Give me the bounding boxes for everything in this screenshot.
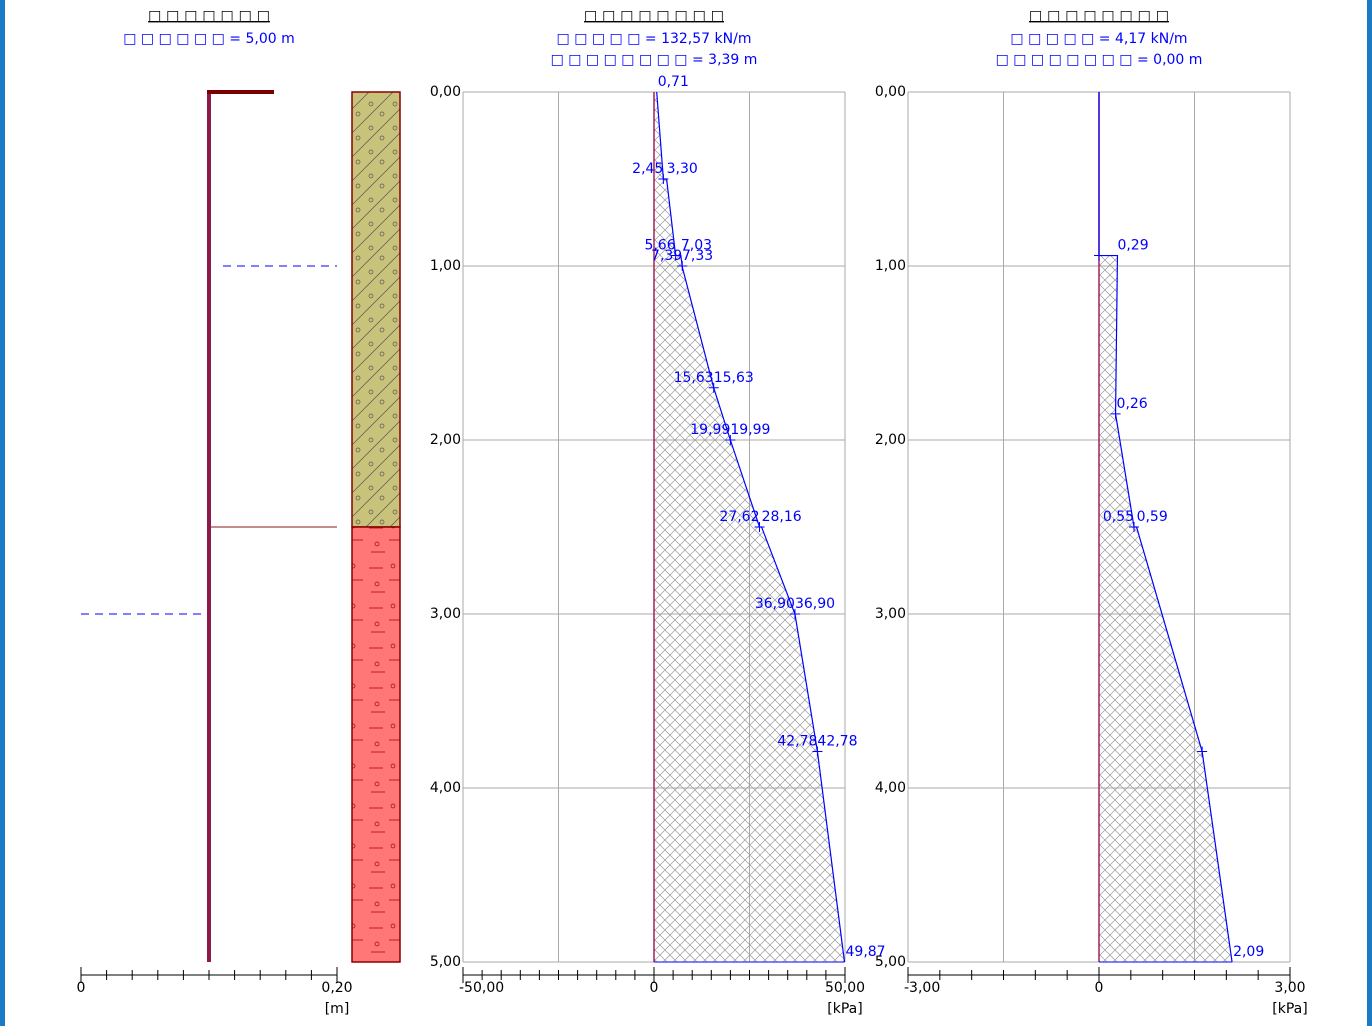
y-tick-label: 5,00 [875, 954, 906, 970]
value-label: 2,45 [632, 161, 663, 177]
panel-subtitle: □ □ □ □ □ = 132,57 kN/m [557, 31, 752, 47]
value-label: 7,33 [682, 248, 713, 264]
x-tick-label: 50,00 [825, 980, 865, 996]
value-label: 15,63 [714, 370, 754, 386]
y-tick-label: 0,00 [430, 84, 461, 100]
x-unit: [m] [325, 1001, 350, 1017]
soil-layer [351, 526, 401, 963]
value-label: 49,87 [846, 944, 886, 960]
x-unit: [kPa] [1272, 1001, 1307, 1017]
vertex-marker [708, 382, 719, 393]
value-label: 0,59 [1137, 509, 1168, 525]
y-tick-label: 2,00 [430, 432, 461, 448]
value-label: 36,90 [755, 596, 795, 612]
panel-title: □ □ □ □ □ □ □ □ [1029, 8, 1169, 24]
x-unit: [kPa] [827, 1001, 862, 1017]
y-tick-label: 1,00 [875, 258, 906, 274]
value-label: 5,66 [644, 238, 675, 254]
value-label: 19,99 [730, 422, 770, 438]
y-tick-label: 4,00 [430, 780, 461, 796]
value-label: 27,62 [719, 509, 759, 525]
soil-layer [351, 91, 401, 528]
vertex-marker [1129, 522, 1140, 532]
value-label: 0,26 [1117, 396, 1148, 412]
vertex-marker [1094, 250, 1104, 261]
vertex-marker [789, 609, 800, 619]
y-tick-label: 2,00 [875, 432, 906, 448]
pressure-area [1099, 92, 1233, 962]
vertex-marker [658, 174, 669, 184]
x-tick-label: -3,00 [904, 980, 940, 996]
value-label: 15,63 [674, 370, 714, 386]
vertex-marker [1110, 408, 1121, 419]
x-tick-label: 3,00 [1274, 980, 1305, 996]
x-tick-label: 0 [1095, 980, 1104, 996]
value-label: 0,55 [1103, 509, 1134, 525]
value-label: 3,30 [667, 161, 698, 177]
vertex-marker [812, 746, 823, 757]
panel-title: □ □ □ □ □ □ □ [148, 8, 270, 24]
pressure-line [656, 91, 846, 963]
value-label: 28,16 [762, 509, 802, 525]
value-label: 7,39 [651, 248, 682, 264]
value-label: 2,09 [1233, 944, 1264, 960]
x-tick-label: 0 [77, 980, 86, 996]
value-label: 7,03 [681, 238, 712, 254]
y-tick-label: 0,00 [875, 84, 906, 100]
x-tick-label: 0,20 [321, 980, 352, 996]
panel-subtitle: □ □ □ □ □ □ □ □ = 0,00 m [996, 52, 1203, 68]
y-tick-label: 1,00 [430, 258, 461, 274]
value-label: 42,78 [817, 733, 857, 749]
vertex-marker [670, 250, 681, 261]
value-label: 42,78 [777, 733, 817, 749]
panel-subtitle: □ □ □ □ □ □ □ □ = 3,39 m [551, 52, 758, 68]
value-label: 36,90 [795, 596, 835, 612]
panel-subtitle: □ □ □ □ □ = 4,17 kN/m [1010, 31, 1187, 47]
chart: □ □ □ □ □ □ □ □ □ □ □ □ □ = 5,00 m 0 0,20 [m… [77, 8, 1308, 1017]
panel-subtitle: □ □ □ □ □ □ = 5,00 m [123, 31, 295, 47]
vertex-marker [725, 435, 736, 445]
value-label: 0,71 [658, 74, 689, 90]
pressure-area [654, 92, 845, 962]
value-label: 0,29 [1117, 238, 1148, 254]
x-tick-label: -50,00 [459, 980, 504, 996]
y-tick-label: 3,00 [875, 606, 906, 622]
y-tick-label: 4,00 [875, 780, 906, 796]
x-tick-label: 0 [650, 980, 659, 996]
y-tick-label: 3,00 [430, 606, 461, 622]
vertex-marker [677, 261, 688, 271]
y-tick-label: 5,00 [430, 954, 461, 970]
vertex-marker [754, 522, 765, 532]
vertex-marker [1197, 746, 1208, 757]
value-label: 19,99 [690, 422, 730, 438]
panel-title: □ □ □ □ □ □ □ □ [584, 8, 724, 24]
